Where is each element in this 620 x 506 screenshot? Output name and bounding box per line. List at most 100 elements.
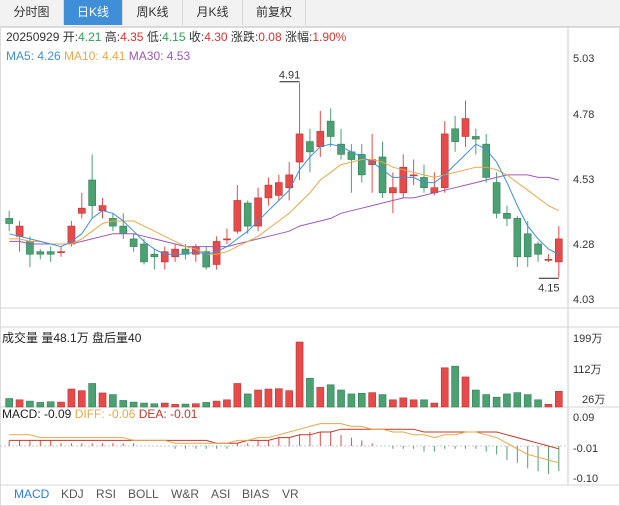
volume-bar [378,394,387,408]
candle-body [492,182,501,214]
price-annotations: 4.91 4.15 [279,70,560,295]
volume-bar [5,398,13,408]
indicator-tab-vr[interactable]: VR [282,487,299,501]
tab-weekly-kline[interactable]: 周K线 [123,0,183,25]
volume-bar [254,389,262,408]
candle-body [223,238,231,241]
candle-body [295,133,304,163]
candle-body [316,131,325,148]
volume-bar [503,393,511,408]
volume-bar [337,389,345,408]
candle-body [119,225,128,235]
volume-bar [233,383,242,408]
macd-value: MACD: -0.09 [2,407,72,421]
indicator-tab-asi[interactable]: ASI [211,487,231,501]
volume-bar [326,384,335,408]
candle-body [513,218,522,258]
candle-body [109,218,117,227]
low-label: 低: [146,30,163,44]
price-tick-label: 4.28 [573,239,594,251]
candle-body [389,187,397,194]
indicator-tab-bias[interactable]: BIAS [242,487,270,501]
candle-body [461,118,470,137]
ma5-legend: MA5: 4.26 [6,49,61,63]
ma30-legend: MA30: 4.53 [128,49,191,63]
tab-monthly-kline[interactable]: 月K线 [183,0,243,25]
candle-body [233,200,242,232]
tab-daily-kline[interactable]: 日K线 [64,0,123,25]
volume-bar [140,402,148,408]
high-value: 4.35 [120,30,144,44]
candle-body [36,251,45,255]
volume-bar [26,400,34,408]
volume-bar [119,400,128,408]
candle-body [160,251,169,263]
candle-body [440,133,449,188]
volume-bar [357,392,366,408]
volume-bar [430,402,439,408]
price-tick-label: 4.78 [573,109,594,121]
candle-body [264,184,273,199]
volume-bar [544,404,553,408]
close-value: 4.30 [204,30,228,44]
volume-bar [243,393,252,408]
change-label: 涨跌: [230,30,259,44]
macd-tick-label: -0.01 [573,443,598,455]
candle-body [337,143,345,155]
volume-bar [46,401,55,408]
high-label: 高: [104,30,121,44]
ma30-line [9,174,559,248]
volume-bar [202,402,211,408]
volume-bar [109,394,117,408]
volume-bar [67,388,76,408]
volume-bar [420,399,428,408]
tab-intraday[interactable]: 分时图 [0,0,64,25]
candle-body [306,141,314,153]
min-price-label: 4.15 [538,282,559,294]
volume-bar [492,396,501,408]
candlestick-series [5,82,563,278]
volume-bar [513,392,522,408]
indicator-tab-macd[interactable]: MACD [14,487,50,501]
candle-body [285,174,293,188]
macd-axis: 0.09 -0.01 -0.10 [573,412,598,485]
ma10-legend: MA10: 4.41 [64,49,126,63]
candle-body [77,207,86,214]
candle-body [378,156,387,194]
ma5-line [9,143,560,255]
candle-body [399,166,408,194]
volume-tick-label: 199万 [573,333,602,345]
volume-bar [275,388,283,408]
candle-body [254,197,262,227]
candle-body [534,243,542,255]
volume-bar [440,367,449,408]
ohlc-info: 20250929 开:4.21 高:4.35 低:4.15 收:4.30 涨跌:… [6,28,346,45]
volume-bars [5,341,563,408]
ma10-line [9,159,560,255]
open-label: 开: [62,30,79,44]
candle-body [243,202,252,227]
diff-value: DIFF: -0.06 [74,407,136,421]
low-value: 4.15 [162,30,186,44]
volume-bar [295,341,304,408]
indicator-tab-wr[interactable]: W&R [171,487,199,501]
candle-body [150,253,159,258]
volume-info: 成交量 量48.1万 盘后量40 [2,331,142,345]
pct-label: 涨幅: [284,30,313,44]
candle-body [46,251,55,255]
volume-bar [192,403,200,408]
close-label: 收: [188,30,205,44]
volume-tick-label: 112万 [573,364,602,376]
tab-forward-adjusted[interactable]: 前复权 [243,0,306,25]
indicator-tab-boll[interactable]: BOLL [128,487,159,501]
volume-bar [36,402,45,408]
volume-bar [57,401,65,408]
indicator-tab-rsi[interactable]: RSI [96,487,117,501]
max-price-label: 4.91 [279,70,300,82]
candle-body [202,251,211,268]
change-value: 0.08 [258,30,282,44]
macd-tick-label: 0.09 [573,412,594,424]
volume-bar [212,400,221,408]
indicator-tab-kdj[interactable]: KDJ [61,487,84,501]
volume-bar [461,376,470,408]
